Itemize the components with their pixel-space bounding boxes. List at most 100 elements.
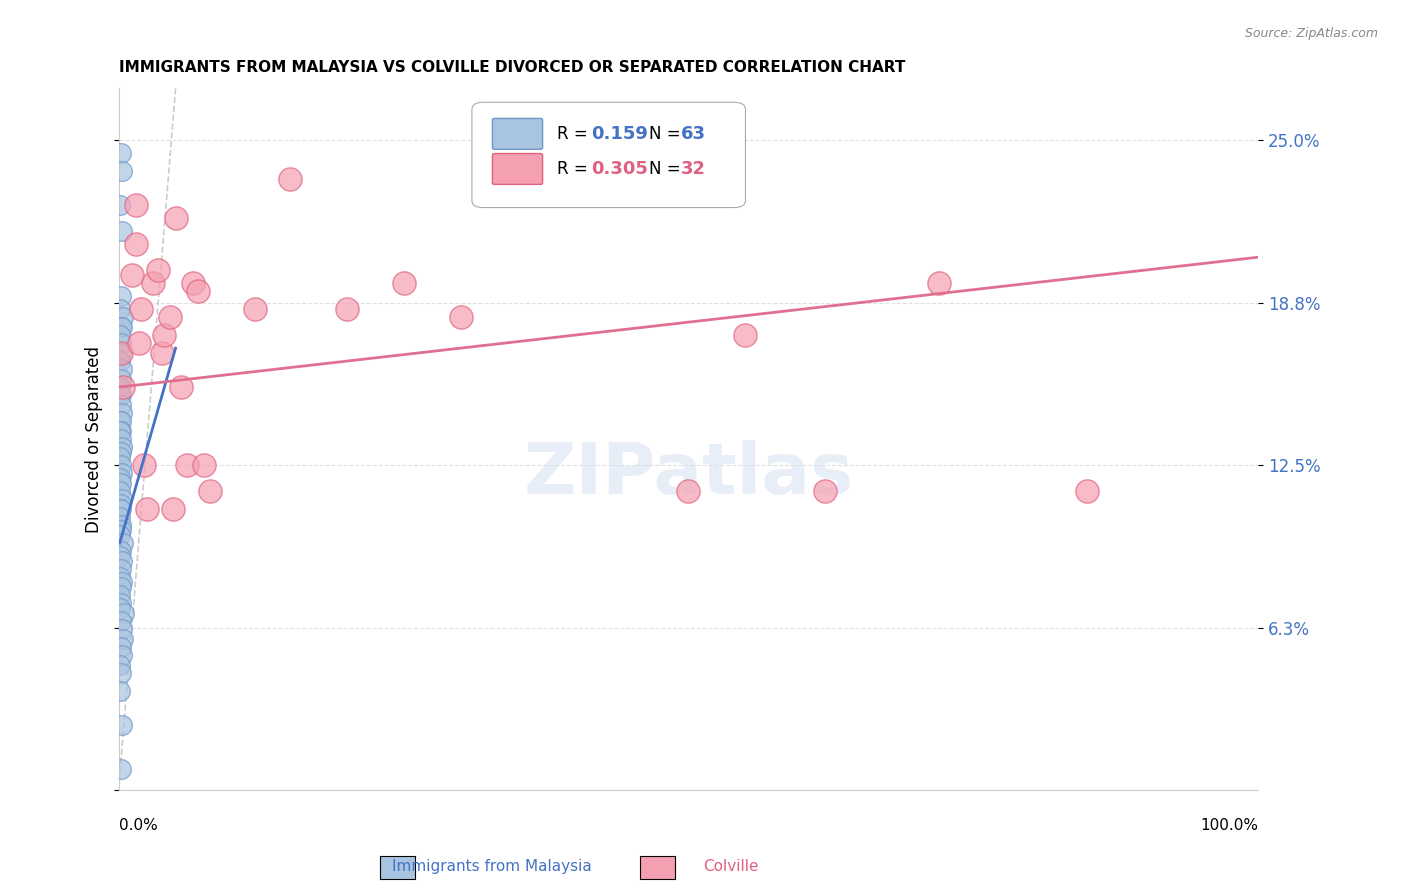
Point <box>108 198 131 212</box>
Point <box>110 432 132 446</box>
Point <box>110 398 132 412</box>
Point <box>392 276 415 290</box>
Point <box>110 517 132 532</box>
Point <box>112 310 135 324</box>
Point <box>111 622 134 636</box>
Text: 0.305: 0.305 <box>592 160 648 178</box>
Point <box>108 658 131 673</box>
Point <box>110 414 132 428</box>
Point <box>131 302 153 317</box>
Point <box>108 450 131 465</box>
Point <box>110 497 132 511</box>
Point <box>110 388 132 402</box>
Point <box>111 466 134 480</box>
Point <box>112 380 135 394</box>
Point <box>335 302 357 317</box>
Point <box>110 346 132 360</box>
Text: R =: R = <box>557 160 588 178</box>
Point <box>110 458 132 472</box>
Point <box>110 762 132 776</box>
Point <box>110 425 132 439</box>
Point <box>108 570 131 584</box>
Point <box>181 276 204 290</box>
Point <box>111 491 134 506</box>
Point <box>108 380 131 394</box>
Point <box>110 445 132 459</box>
Point <box>153 328 176 343</box>
Point <box>110 502 132 516</box>
Point <box>110 320 132 334</box>
Point <box>159 310 181 324</box>
FancyBboxPatch shape <box>492 119 543 149</box>
Text: 32: 32 <box>681 160 706 178</box>
Point <box>111 164 134 178</box>
Point <box>198 484 221 499</box>
Point <box>110 289 132 303</box>
Text: IMMIGRANTS FROM MALAYSIA VS COLVILLE DIVORCED OR SEPARATED CORRELATION CHART: IMMIGRANTS FROM MALAYSIA VS COLVILLE DIV… <box>118 60 905 75</box>
Point <box>110 146 132 161</box>
Point <box>111 224 134 238</box>
Text: 0.159: 0.159 <box>592 125 648 143</box>
Point <box>111 648 134 662</box>
Point <box>110 580 132 594</box>
Point <box>142 276 165 290</box>
Point <box>111 406 134 420</box>
Text: Colville: Colville <box>703 859 759 874</box>
Point <box>187 284 209 298</box>
Point <box>678 484 700 499</box>
Point <box>450 310 472 324</box>
Point <box>108 502 131 516</box>
Point <box>110 640 132 654</box>
Point <box>111 440 134 454</box>
Point <box>110 335 132 350</box>
Point <box>111 574 134 589</box>
Point <box>814 484 837 499</box>
Text: ZIPatlas: ZIPatlas <box>523 440 853 508</box>
Point <box>170 380 193 394</box>
Text: R =: R = <box>557 125 588 143</box>
Point <box>108 549 131 563</box>
FancyBboxPatch shape <box>492 153 543 185</box>
Point <box>108 354 131 368</box>
Point <box>110 523 132 537</box>
Point <box>1076 484 1098 499</box>
Text: 100.0%: 100.0% <box>1201 818 1258 833</box>
Point <box>110 562 132 576</box>
Point <box>148 263 170 277</box>
Point <box>110 544 132 558</box>
Point <box>928 276 950 290</box>
Point <box>111 554 134 568</box>
Point <box>111 718 134 732</box>
Point <box>108 302 131 317</box>
Point <box>110 614 132 628</box>
Point <box>108 510 131 524</box>
Point <box>132 458 155 472</box>
Point <box>193 458 215 472</box>
Point <box>108 484 131 499</box>
Point <box>121 268 143 283</box>
Point <box>278 172 301 186</box>
Point <box>111 320 134 334</box>
Point <box>150 346 173 360</box>
Point <box>245 302 267 317</box>
Point <box>110 476 132 491</box>
Point <box>110 346 132 360</box>
Text: Immigrants from Malaysia: Immigrants from Malaysia <box>392 859 592 874</box>
Text: N =: N = <box>648 125 681 143</box>
Text: 63: 63 <box>681 125 706 143</box>
Text: N =: N = <box>648 160 681 178</box>
Point <box>124 198 146 212</box>
Point <box>108 528 131 542</box>
Point <box>108 425 131 439</box>
Point <box>108 588 131 602</box>
Point <box>110 372 132 386</box>
Text: 0.0%: 0.0% <box>118 818 157 833</box>
Point <box>108 328 131 343</box>
Point <box>162 502 184 516</box>
Point <box>734 328 756 343</box>
Point <box>108 601 131 615</box>
Point <box>112 606 135 620</box>
Point <box>108 471 131 485</box>
Y-axis label: Divorced or Separated: Divorced or Separated <box>86 345 103 533</box>
Point <box>136 502 159 516</box>
